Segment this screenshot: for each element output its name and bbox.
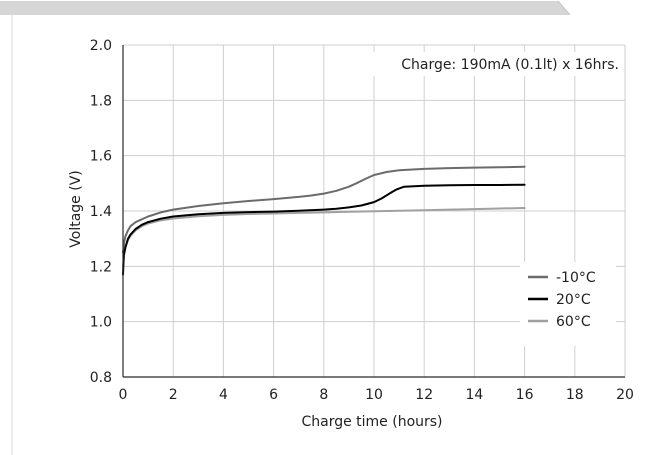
legend-label: -10°C <box>556 270 596 286</box>
y-tick-label: 2.0 <box>90 38 112 54</box>
y-tick-label: 1.0 <box>90 315 112 331</box>
x-axis-title: Charge time (hours) <box>301 414 442 430</box>
series-line-0 <box>122 165 526 254</box>
legend: -10°C 20°C 60°C <box>520 262 616 346</box>
x-tick-label: 0 <box>119 387 128 403</box>
x-tick-label: 20 <box>616 387 634 403</box>
y-tick-label: 1.8 <box>90 93 112 109</box>
x-tick-label: 12 <box>415 387 433 403</box>
y-tick-label: 1.2 <box>90 259 112 275</box>
header-band-shape <box>0 0 571 16</box>
x-tick-label: 4 <box>219 387 228 403</box>
x-tick-label: 8 <box>319 387 328 403</box>
y-tick-label: 0.8 <box>90 370 112 386</box>
series-line-1 <box>122 183 526 276</box>
x-tick-label: 16 <box>516 387 534 403</box>
y-tick-label: 1.4 <box>90 204 112 220</box>
y-axis-title: Voltage (V) <box>68 170 84 247</box>
y-tick-label: 1.6 <box>90 149 112 165</box>
tick-labels: 0 2 4 6 8 10 12 14 16 18 20 0.8 1.0 1.2 1.4 1.6 1.8 2.0 <box>90 38 634 403</box>
x-tick-label: 6 <box>269 387 278 403</box>
series-lines <box>122 165 526 276</box>
legend-label: 60°C <box>556 314 591 330</box>
annotation-group: Charge: 190mA (0.1lt) x 16hrs. <box>362 52 624 76</box>
x-tick-label: 10 <box>365 387 383 403</box>
annotation-background <box>362 52 624 76</box>
charge-annotation: Charge: 190mA (0.1lt) x 16hrs. <box>401 57 619 73</box>
x-tick-label: 2 <box>169 387 178 403</box>
x-tick-label: 18 <box>566 387 584 403</box>
x-tick-label: 14 <box>465 387 483 403</box>
header-band <box>0 0 662 16</box>
legend-label: 20°C <box>556 292 591 308</box>
axes: Charge time (hours) Voltage (V) <box>68 45 625 430</box>
